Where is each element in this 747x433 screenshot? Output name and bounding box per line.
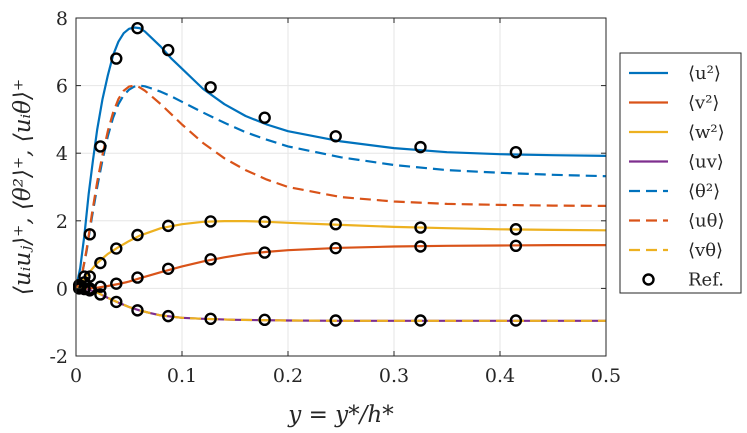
y-tick-label: 6 [56, 76, 68, 98]
ref-marker [204, 312, 217, 326]
x-axis-label: y = y*/h* [287, 402, 394, 428]
ref-marker [83, 270, 96, 283]
ref-marker [258, 313, 271, 327]
ref-marker [162, 219, 175, 233]
legend-label-1: ⟨v²⟩ [688, 93, 719, 114]
ref-marker [131, 271, 144, 284]
ref-marker [414, 240, 427, 253]
x-tick-label: 0.3 [379, 365, 409, 387]
legend-label-3: ⟨uv⟩ [688, 152, 724, 173]
y-tick-label: 2 [56, 211, 68, 233]
ref-marker [110, 277, 123, 290]
ref-marker [329, 314, 342, 327]
ref-marker [414, 221, 427, 234]
ref-marker [162, 309, 175, 323]
y-tick-label: 4 [56, 143, 68, 165]
ref-marker [329, 241, 342, 255]
plot-area [76, 18, 606, 356]
legend-label-5: ⟨uθ⟩ [688, 211, 724, 232]
legend-swatch-ref [642, 273, 655, 286]
ref-marker [94, 288, 107, 301]
y-tick-label: 0 [56, 278, 68, 300]
ref-marker [329, 130, 342, 143]
ref-marker [94, 140, 107, 153]
legend: ⟨u²⟩ ⟨v²⟩ ⟨w²⟩ ⟨uv⟩ ⟨θ²⟩ ⟨uθ⟩ ⟨vθ⟩ Ref. [619, 52, 742, 294]
ref-marker [78, 282, 91, 296]
ref-marker [414, 140, 427, 154]
ref-marker [258, 111, 271, 124]
ref-marker [131, 304, 144, 317]
ref-marker [162, 262, 175, 275]
series-line-0 [74, 26, 607, 289]
ref-marker [83, 228, 96, 241]
y-tick-label: -2 [49, 346, 68, 368]
x-tick-label: 0.4 [485, 365, 515, 387]
ref-marker [110, 242, 123, 255]
reference-markers [72, 21, 523, 327]
series-line-6 [75, 287, 606, 322]
ref-marker [131, 228, 144, 242]
series-line-1 [76, 244, 606, 290]
series-line-2 [75, 220, 607, 290]
ref-marker [414, 314, 427, 327]
legend-label-ref: Ref. [688, 270, 724, 291]
x-tick-label: 0.2 [273, 365, 303, 387]
ref-marker [509, 314, 523, 327]
y-tick-label: 8 [56, 8, 68, 30]
plot-frame [75, 17, 607, 357]
series-line-5 [75, 84, 607, 289]
legend-label-6: ⟨vθ⟩ [688, 240, 723, 261]
legend-box [619, 52, 742, 294]
x-tick-label: 0.5 [591, 365, 621, 387]
ref-marker [110, 52, 123, 65]
ref-marker [204, 81, 217, 94]
ref-marker [509, 239, 523, 253]
ref-marker [94, 280, 107, 293]
ref-marker [131, 21, 144, 35]
ref-marker [258, 215, 271, 229]
ref-marker [204, 215, 217, 228]
ref-marker [329, 217, 342, 231]
y-axis-label: ⟨uᵢuⱼ⟩⁺, ⟨θ²⟩⁺, ⟨uᵢθ⟩⁺ [10, 79, 36, 295]
legend-label-0: ⟨u²⟩ [688, 63, 721, 84]
ref-marker [509, 145, 523, 159]
ref-marker [509, 223, 523, 236]
x-tick-label: 0.1 [167, 365, 197, 387]
x-tick-label: 0 [70, 365, 82, 387]
ref-marker [78, 270, 91, 283]
ref-marker [94, 256, 107, 270]
legend-label-4: ⟨θ²⟩ [688, 181, 720, 202]
ref-marker [204, 253, 217, 266]
grid [76, 18, 606, 356]
ref-marker [162, 43, 175, 57]
ref-marker [110, 295, 123, 309]
ref-marker [83, 284, 96, 297]
ref-marker [258, 246, 271, 259]
legend-label-2: ⟨w²⟩ [688, 122, 725, 143]
